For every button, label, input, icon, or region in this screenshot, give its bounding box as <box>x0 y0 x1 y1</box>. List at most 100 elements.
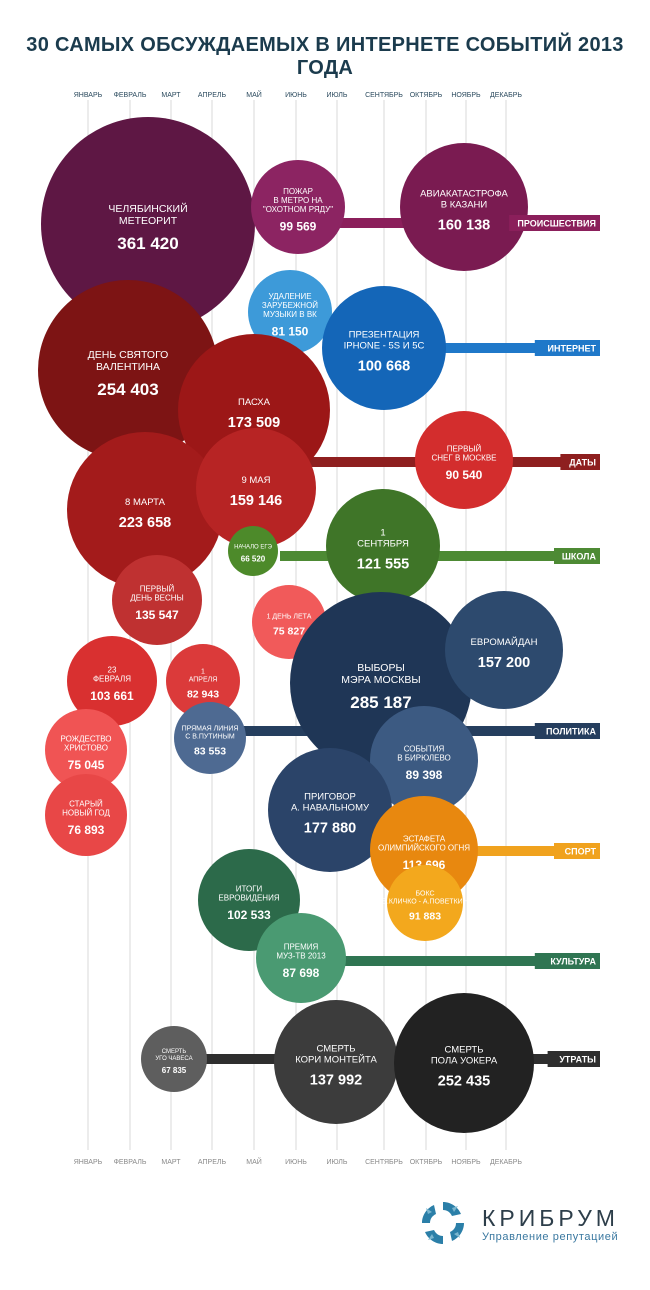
month-label-bottom-6: ИЮНЬ <box>285 1159 307 1166</box>
bubble-18 <box>166 644 240 718</box>
month-label-top-9: ОКТЯБРЬ <box>410 92 443 99</box>
bubble-label-20-1: СОБЫТИЯ <box>404 744 445 753</box>
bubble-label-21-1: РОЖДЕСТВО <box>60 734 111 743</box>
bubble-17 <box>67 636 157 726</box>
logo-tagline: Управление репутацией <box>482 1231 619 1243</box>
bubble-value-2: 99 569 <box>280 219 317 233</box>
bubble-label-25-2: В.КЛИЧКО - А.ПОВЕТКИН <box>382 899 468 906</box>
category-label-утраты: УТРАТЫ <box>559 1055 596 1065</box>
bubble-label-28-2: УГО ЧАВЕСА <box>155 1056 192 1062</box>
month-label-top-8: СЕНТЯБРЬ <box>365 92 403 99</box>
category-tab-школа <box>554 548 600 564</box>
month-label-bottom-4: АПРЕЛЬ <box>198 1159 227 1166</box>
month-label-bottom-7: ИЮЛЬ <box>327 1159 348 1166</box>
category-tab-культура <box>534 953 600 969</box>
bubble-label-23-2: А. НАВАЛЬНОМУ <box>291 803 370 814</box>
category-bar-культура <box>320 956 600 966</box>
category-bar-спорт <box>470 846 600 856</box>
category-label-политика: ПОЛИТИКА <box>546 727 596 737</box>
bubble-label-22-2: НОВЫЙ ГОД <box>62 809 110 818</box>
bubble-label-15-1: ВЫБОРЫ <box>357 662 405 674</box>
bubble-value-3: 160 138 <box>438 217 490 233</box>
bubble-value-21: 75 045 <box>68 758 105 772</box>
category-tab-спорт <box>554 843 600 859</box>
bubble-20 <box>370 706 478 814</box>
bubble-value-7: 173 509 <box>228 415 280 431</box>
month-label-bottom-5: МАЙ <box>246 1157 262 1166</box>
bubble-16 <box>445 591 563 709</box>
bubble-label-23-1: ПРИГОВОР <box>304 792 356 803</box>
bubble-label-30-1: СМЕРТЬ <box>445 1045 484 1056</box>
bubble-13 <box>112 555 202 645</box>
category-tab-происшествия <box>509 215 600 231</box>
bubble-29 <box>274 1000 398 1124</box>
bubble-label-4-3: МУЗЫКИ В ВК <box>263 310 317 319</box>
bubble-label-13-2: ДЕНЬ ВЕСНЫ <box>130 594 183 603</box>
month-label-top-1: ЯНВАРЬ <box>74 92 103 99</box>
bubble-1 <box>41 117 255 331</box>
bubble-value-29: 137 992 <box>310 1072 362 1088</box>
month-label-top-5: МАЙ <box>246 90 262 99</box>
bubble-value-22: 76 893 <box>68 823 105 837</box>
bubble-28 <box>141 1026 207 1092</box>
bubble-label-26-2: ЕВРОВИДЕНИЯ <box>218 894 279 903</box>
bubble-label-6-2: ВАЛЕНТИНА <box>96 361 160 373</box>
bubble-value-17: 103 661 <box>90 689 134 703</box>
bubble-label-18-1: 1 <box>201 668 205 675</box>
bubble-label-19-2: С В.ПУТИНЫМ <box>185 734 235 741</box>
bubble-4 <box>248 270 332 354</box>
bubble-5 <box>322 286 446 410</box>
category-label-происшествия: ПРОИСШЕСТВИЯ <box>517 219 596 229</box>
bubble-label-2-2: В МЕТРО НА <box>273 196 323 205</box>
month-label-bottom-3: МАРТ <box>161 1159 181 1166</box>
bubble-label-5-2: IPHONE - 5S И 5C <box>344 341 425 352</box>
bubble-label-2-3: "ОХОТНОМ РЯДУ" <box>263 205 333 214</box>
bubble-value-12: 121 555 <box>357 556 409 572</box>
bubble-value-30: 252 435 <box>438 1073 490 1089</box>
bubble-value-14: 75 827 <box>273 625 305 637</box>
bubble-value-11: 66 520 <box>241 554 266 563</box>
category-tab-даты <box>560 454 600 470</box>
month-label-bottom-1: ЯНВАРЬ <box>74 1159 103 1166</box>
bubble-label-6-1: ДЕНЬ СВЯТОГО <box>88 349 169 361</box>
month-label-top-11: ДЕКАБРЬ <box>490 92 522 99</box>
bubble-27 <box>256 913 346 1003</box>
month-label-bottom-9: ОКТЯБРЬ <box>410 1159 443 1166</box>
bubble-value-5: 100 668 <box>358 358 410 374</box>
category-bar-интернет <box>440 343 600 353</box>
category-tab-утраты <box>547 1051 600 1067</box>
bubble-9 <box>67 432 223 588</box>
bubble-value-16: 157 200 <box>478 655 530 671</box>
bubble-value-23: 177 880 <box>304 820 356 836</box>
bubble-label-10-1: 9 МАЯ <box>241 475 270 486</box>
bubble-label-17-1: 23 <box>108 665 117 674</box>
bubble-value-9: 223 658 <box>119 515 171 531</box>
bubble-label-17-2: ФЕВРАЛЯ <box>93 675 131 684</box>
bubble-label-27-2: МУЗ-ТВ 2013 <box>276 952 326 961</box>
bubble-value-28: 67 835 <box>162 1066 187 1075</box>
bubble-value-27: 87 698 <box>283 966 320 980</box>
bubble-label-28-1: СМЕРТЬ <box>162 1049 187 1055</box>
bubble-value-15: 285 187 <box>350 693 411 712</box>
bubble-value-1: 361 420 <box>117 234 178 253</box>
bubble-value-8: 90 540 <box>446 468 483 482</box>
month-label-top-4: АПРЕЛЬ <box>198 92 227 99</box>
month-label-top-2: ФЕВРАЛЬ <box>114 92 147 99</box>
bubble-value-18: 82 943 <box>187 688 219 700</box>
bubble-label-1-1: ЧЕЛЯБИНСКИЙ <box>108 202 187 215</box>
bubble-label-22-1: СТАРЫЙ <box>69 799 103 808</box>
month-label-top-3: МАРТ <box>161 92 181 99</box>
bubble-label-12-2: СЕНТЯБРЯ <box>357 539 409 550</box>
bubble-8 <box>415 411 513 509</box>
month-label-top-10: НОЯБРЬ <box>451 92 481 99</box>
category-label-спорт: СПОРТ <box>565 847 597 857</box>
bubble-label-18-2: АПРЕЛЯ <box>189 677 218 684</box>
bubble-19 <box>174 702 246 774</box>
bubble-value-19: 83 553 <box>194 745 226 757</box>
bubble-25 <box>387 865 463 941</box>
bubble-22 <box>45 774 127 856</box>
bubble-label-4-1: УДАЛЕНИЕ <box>268 292 311 301</box>
category-tab-интернет <box>534 340 600 356</box>
bubble-label-3-2: В КАЗАНИ <box>441 200 488 211</box>
